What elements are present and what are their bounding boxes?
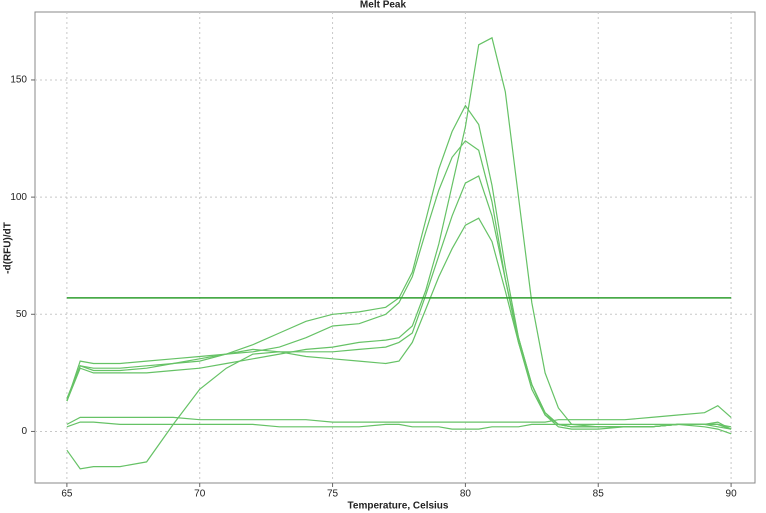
y-tick-label: 0 (21, 426, 27, 437)
x-tick-label: 65 (61, 489, 73, 500)
melt-curve (66, 36, 732, 430)
y-tick-label: 150 (10, 75, 27, 86)
x-axis-label: Temperature, Celsius (348, 501, 449, 512)
melt-curve (66, 104, 732, 428)
y-tick-label: 50 (16, 309, 28, 320)
x-tick-label: 90 (726, 489, 738, 500)
x-tick-label: 85 (593, 489, 605, 500)
x-tick-label: 70 (194, 489, 206, 500)
chart-title: Melt Peak (360, 0, 407, 11)
melt-curve (66, 140, 732, 430)
y-tick-label: 100 (10, 192, 27, 203)
y-axis-label: -d(RFU)/dT (3, 222, 14, 274)
melt-curve (66, 217, 732, 430)
melt-curve (66, 404, 732, 425)
melt-curve (66, 175, 732, 470)
x-tick-label: 80 (460, 489, 472, 500)
x-tick-label: 75 (327, 489, 339, 500)
plot-frame (34, 11, 756, 484)
melt-curve (66, 421, 732, 430)
